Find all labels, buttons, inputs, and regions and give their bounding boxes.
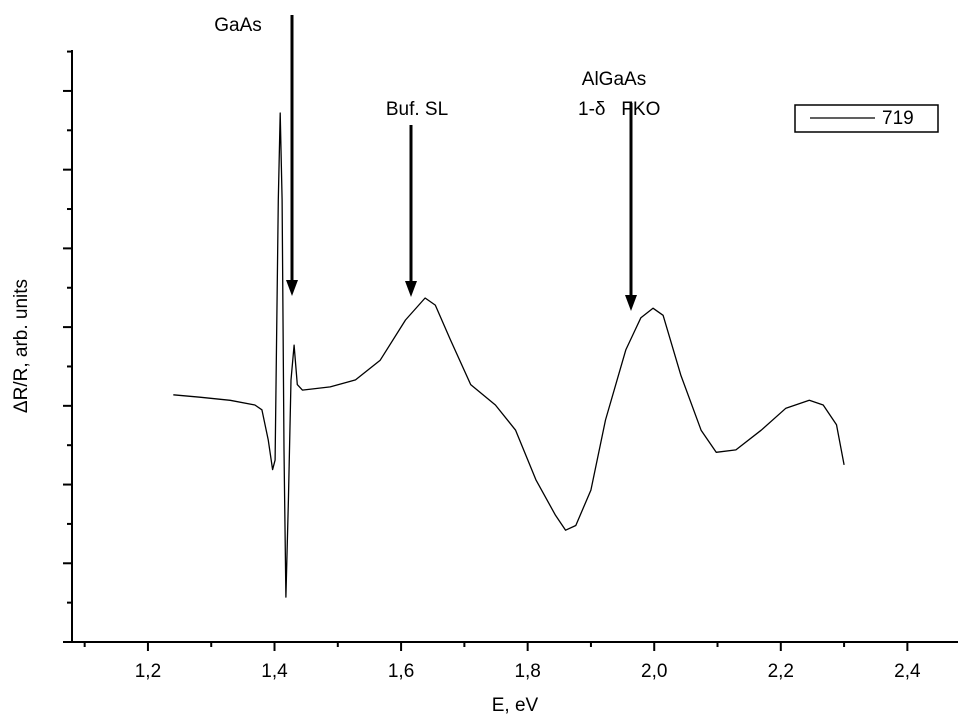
annotation: GaAs <box>214 15 262 36</box>
x-tick-label: 2,0 <box>641 661 667 682</box>
x-axis-label: E, eV <box>492 695 539 716</box>
annotation: 1-δ FKO <box>578 99 660 120</box>
x-tick-label: 1,6 <box>388 661 414 682</box>
x-tick-label: 1,8 <box>514 661 540 682</box>
arrows <box>286 15 637 311</box>
legend-label: 719 <box>882 108 914 129</box>
annotation: AlGaAs <box>582 69 646 90</box>
line-series <box>173 112 845 598</box>
x-tick-label: 2,4 <box>894 661 921 682</box>
annotation: Buf. SL <box>386 99 448 120</box>
x-tick-label: 2,2 <box>768 661 794 682</box>
y-axis-label: ΔR/R, arb. units <box>11 279 32 413</box>
x-tick-label: 1,2 <box>135 661 161 682</box>
x-tick-label: 1,4 <box>261 661 288 682</box>
